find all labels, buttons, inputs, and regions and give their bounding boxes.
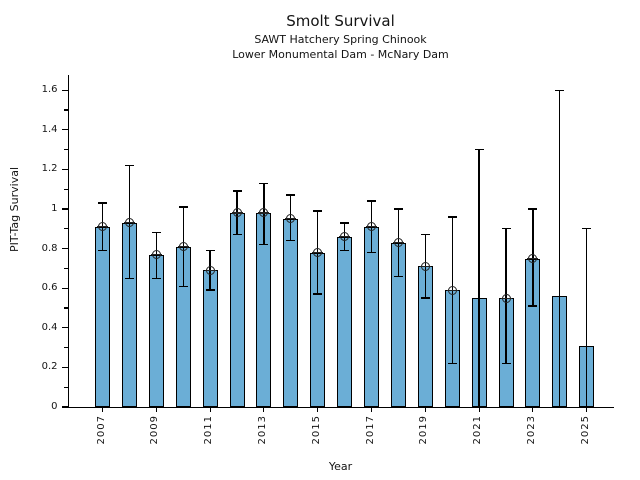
y-tick-major	[61, 168, 68, 170]
y-tick-label: 1.4	[41, 123, 58, 135]
x-tick	[101, 408, 104, 412]
y-tick-major	[61, 89, 68, 91]
x-tick	[478, 408, 480, 412]
x-tick-label: 2021	[472, 415, 484, 445]
y-tick-label: 0.2	[41, 361, 58, 373]
y-tick-minor	[64, 307, 68, 309]
chart-title: Smolt Survival	[286, 12, 395, 30]
y-tick-minor	[64, 188, 68, 190]
y-tick-minor	[64, 267, 68, 269]
y-tick-minor	[64, 347, 68, 349]
x-tick-label: 2013	[256, 415, 268, 445]
x-tick-label: 2011	[203, 415, 215, 445]
y-tick-label: 0.4	[41, 321, 58, 333]
y-tick-major	[61, 406, 68, 408]
y-axis-label: PIT-Tag Survival	[8, 167, 21, 253]
x-tick-label: 2025	[579, 415, 591, 445]
y-tick-minor	[64, 228, 68, 230]
x-tick	[424, 408, 426, 412]
x-axis-label: Year	[328, 460, 353, 473]
x-tick-label: 2007	[95, 415, 107, 445]
x-tick	[586, 408, 588, 412]
x-tick	[317, 408, 319, 412]
y-tick-major	[61, 327, 68, 329]
y-tick-minor	[64, 149, 68, 151]
y-tick-major	[61, 248, 68, 250]
x-tick-label: 2015	[310, 415, 322, 445]
x-tick	[209, 408, 211, 412]
y-tick-major	[61, 366, 68, 368]
plot-area	[68, 75, 614, 408]
x-tick	[532, 408, 534, 412]
y-tick-minor	[64, 386, 68, 388]
x-tick-label: 2023	[525, 415, 537, 445]
x-tick-label: 2019	[418, 415, 430, 445]
x-tick	[155, 408, 157, 412]
x-tick-label: 2017	[364, 415, 376, 445]
y-tick-major	[61, 208, 68, 210]
y-tick-major	[61, 129, 68, 131]
y-tick-label: 0	[51, 401, 58, 412]
x-tick	[370, 408, 373, 412]
x-tick	[263, 408, 265, 412]
y-tick-major	[61, 287, 68, 289]
y-tick-label: 0.6	[41, 282, 58, 294]
y-tick-label: 1.6	[41, 84, 58, 96]
chart-subtitle-line2: Lower Monumental Dam - McNary Dam	[232, 48, 449, 61]
x-tick-label: 2009	[149, 415, 161, 445]
y-tick-minor	[64, 109, 68, 111]
chart-subtitle-line1: SAWT Hatchery Spring Chinook	[254, 33, 427, 46]
